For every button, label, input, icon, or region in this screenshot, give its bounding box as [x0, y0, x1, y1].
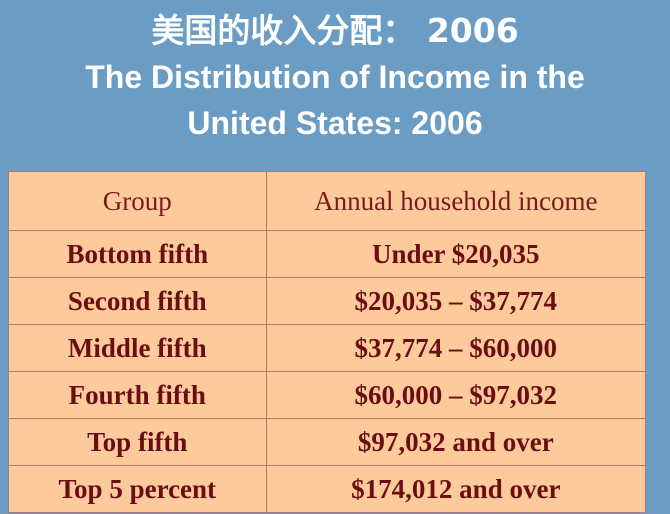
slide-title: 美国的收入分配： 2006 The Distribution of Income…: [0, 8, 670, 146]
column-header-income: Annual household income: [265, 171, 647, 231]
table-row: Top fifth $97,032 and over: [8, 418, 647, 466]
table-row: Top 5 percent $174,012 and over: [8, 465, 647, 513]
group-cell: Fourth fifth: [8, 371, 267, 419]
table-row: Fourth fifth $60,000 – $97,032: [8, 371, 647, 419]
income-distribution-table: Group Annual household income Bottom fif…: [8, 171, 647, 513]
table-row: Bottom fifth Under $20,035: [8, 230, 647, 278]
group-cell: Second fifth: [8, 277, 267, 325]
column-header-group: Group: [8, 171, 267, 231]
income-cell: $97,032 and over: [265, 418, 647, 466]
income-cell: $174,012 and over: [265, 465, 647, 513]
income-cell: $37,774 – $60,000: [265, 324, 647, 372]
income-cell: Under $20,035: [265, 230, 647, 278]
table-header-row: Group Annual household income: [8, 171, 647, 231]
title-chinese: 美国的收入分配： 2006: [151, 11, 519, 50]
income-cell: $60,000 – $97,032: [265, 371, 647, 419]
title-english-line-1: The Distribution of Income in the: [85, 59, 585, 95]
table-row: Second fifth $20,035 – $37,774: [8, 277, 647, 325]
title-english-line-2: United States: 2006: [187, 105, 483, 141]
table-row: Middle fifth $37,774 – $60,000: [8, 324, 647, 372]
income-cell: $20,035 – $37,774: [265, 277, 647, 325]
group-cell: Middle fifth: [8, 324, 267, 372]
group-cell: Bottom fifth: [8, 230, 267, 278]
group-cell: Top 5 percent: [8, 465, 267, 513]
group-cell: Top fifth: [8, 418, 267, 466]
